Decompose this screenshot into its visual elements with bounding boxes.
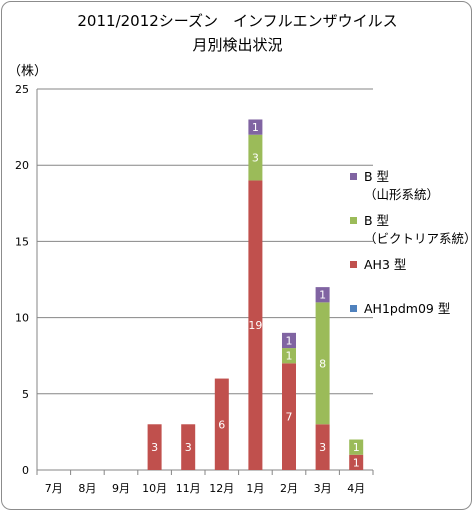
legend-label: AH1pdm09 型 — [364, 301, 451, 316]
data-label: 3 — [319, 441, 326, 454]
data-label: 6 — [218, 418, 225, 431]
x-tick-label: 11月 — [176, 482, 201, 495]
bar-segment — [315, 424, 330, 470]
bar-segment — [147, 424, 162, 470]
x-tick-label: 7月 — [45, 482, 63, 495]
x-tick-label: 12月 — [209, 482, 234, 495]
legend-swatch — [350, 173, 357, 180]
legend-label-line2: （山形系統） — [364, 187, 440, 202]
bar-segment — [282, 363, 296, 470]
legend-swatch — [350, 305, 357, 312]
bar-segment — [181, 424, 196, 470]
data-label: 1 — [319, 289, 326, 302]
data-label: 8 — [319, 357, 326, 370]
x-tick-label: 9月 — [112, 482, 130, 495]
data-label: 1 — [286, 334, 293, 347]
data-label: 3 — [151, 441, 158, 454]
data-label: 19 — [248, 319, 262, 332]
bar-segment — [248, 180, 263, 470]
y-tick-label: 25 — [15, 83, 29, 96]
data-label: 1 — [353, 456, 360, 469]
bar-segment — [248, 134, 263, 181]
data-label: 3 — [185, 441, 192, 454]
legend-label: AH3 型 — [364, 257, 407, 272]
legend-swatch — [350, 261, 357, 268]
chart-title: 2011/2012シーズン インフルエンザウイルス — [77, 12, 398, 30]
y-tick-label: 20 — [15, 159, 29, 172]
bar-segment — [349, 454, 364, 470]
x-tick-label: 3月 — [314, 482, 332, 495]
x-tick-label: 2月 — [280, 482, 298, 495]
legend-label: B 型 — [364, 213, 390, 228]
y-tick-label: 15 — [15, 235, 29, 248]
legend-label: B 型 — [364, 169, 390, 184]
x-tick-label: 1月 — [246, 482, 264, 495]
x-tick-label: 8月 — [78, 482, 96, 495]
data-label: 1 — [286, 350, 293, 363]
y-tick-label: 0 — [22, 464, 29, 477]
bar-segment — [214, 378, 229, 470]
bar-segment — [315, 287, 330, 303]
data-label: 1 — [353, 441, 360, 454]
bar-segment — [248, 119, 263, 135]
data-label: 3 — [252, 152, 259, 165]
bar-segment — [282, 332, 296, 349]
chart-subtitle: 月別検出状況 — [192, 36, 283, 54]
x-tick-label: 4月 — [347, 482, 365, 495]
data-label: 7 — [286, 411, 293, 424]
bar-segment — [282, 348, 296, 364]
y-tick-label: 10 — [15, 312, 29, 325]
bar-segment — [315, 302, 330, 425]
data-label: 1 — [252, 121, 259, 134]
y-axis-label: （株） — [8, 64, 48, 79]
x-tick-label: 10月 — [142, 482, 167, 495]
y-tick-label: 5 — [22, 388, 29, 401]
legend-label-line2: （ビクトリア系統） — [364, 231, 475, 246]
bar-segment — [349, 439, 364, 455]
legend-swatch — [350, 217, 357, 224]
